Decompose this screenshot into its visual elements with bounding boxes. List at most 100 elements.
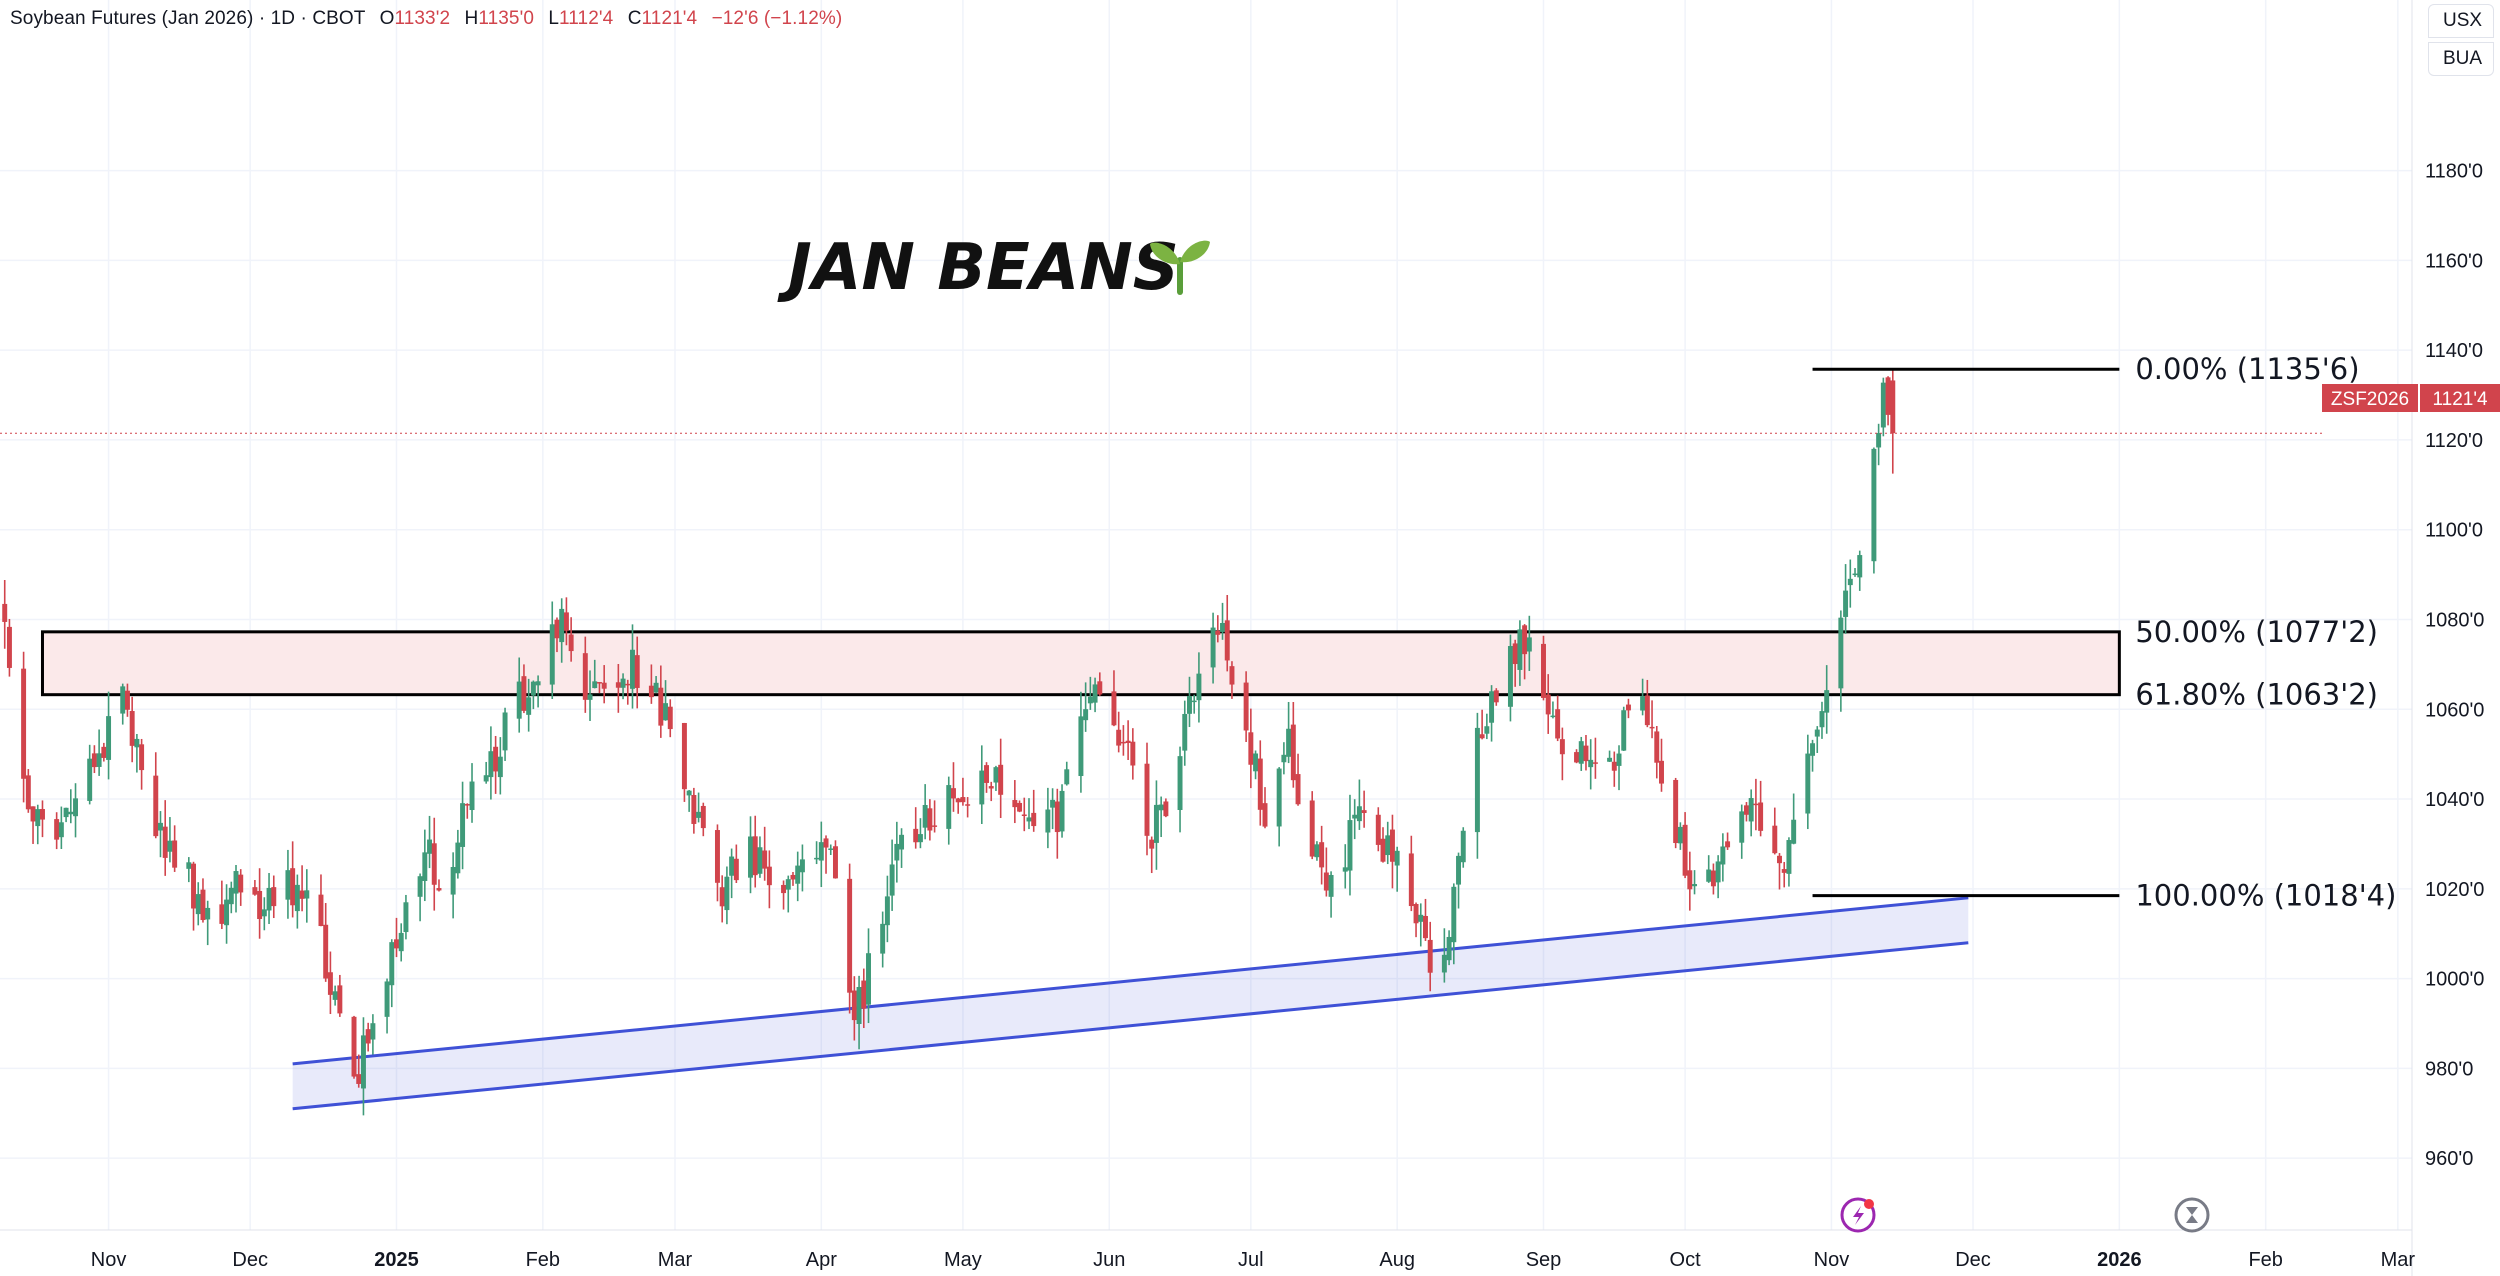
candle-body: [323, 924, 329, 979]
candle-up: [332, 985, 338, 1006]
candle-body: [729, 856, 735, 876]
legend-interval[interactable]: 1D: [270, 8, 296, 29]
candle-body: [1248, 732, 1254, 765]
candle-down: [1890, 369, 1896, 474]
legend-symbol[interactable]: Soybean Futures (Jan 2026): [10, 8, 254, 29]
hourglass-icon[interactable]: [2174, 1197, 2210, 1233]
candle-up: [814, 841, 820, 865]
legend-open-label: O: [379, 8, 395, 29]
candle-body: [2, 603, 8, 622]
candle-up: [1588, 739, 1594, 790]
candle-up: [427, 815, 433, 869]
candle-body: [790, 874, 796, 880]
candle-up: [370, 1014, 376, 1055]
candle-down: [615, 663, 621, 713]
candle-body: [1427, 939, 1433, 973]
candle-body: [1441, 954, 1447, 973]
candle-down: [733, 844, 739, 884]
candle-down: [1012, 780, 1018, 824]
currency-button[interactable]: USX: [2428, 4, 2494, 38]
candle-down: [327, 951, 333, 1015]
lightning-icon[interactable]: [1840, 1197, 1876, 1233]
candle-down: [252, 880, 258, 896]
candle-down: [1559, 727, 1565, 781]
candle-up: [417, 873, 423, 922]
candle-body: [200, 889, 206, 921]
candle-body: [327, 972, 333, 995]
candle-body: [1380, 838, 1386, 862]
candle-body: [1323, 872, 1329, 891]
candle-body: [332, 991, 338, 1000]
candle-body: [493, 746, 499, 772]
candle-up: [516, 657, 522, 733]
candle-body: [1857, 555, 1863, 578]
candle-down: [351, 1015, 357, 1079]
candle-body: [1120, 741, 1126, 744]
candle-body: [370, 1023, 376, 1040]
candle-up: [856, 975, 862, 1050]
x-tick-label: Aug: [1379, 1249, 1415, 1271]
candle-body: [1493, 690, 1499, 703]
candle-body: [1460, 830, 1466, 863]
candle-body: [1262, 803, 1268, 827]
candle-body: [1031, 812, 1037, 827]
candle-body: [1328, 874, 1334, 897]
x-tick-label: Dec: [1955, 1249, 1991, 1271]
candle-up: [1621, 706, 1627, 752]
candle-up: [1418, 903, 1424, 947]
candle-down: [719, 875, 725, 923]
candle-body: [30, 806, 36, 822]
candle-body: [615, 682, 621, 688]
unit-button[interactable]: BUA: [2428, 42, 2494, 76]
candle-down: [436, 879, 442, 892]
y-tick-label: 1120'0: [2425, 430, 2483, 452]
candle-down: [634, 636, 640, 709]
candle-down: [1654, 726, 1660, 779]
y-tick-label: 1060'0: [2425, 699, 2484, 721]
candle-body: [625, 683, 631, 686]
candle-body: [766, 866, 772, 886]
candle-down: [30, 806, 36, 844]
candle-down: [1583, 735, 1589, 771]
candle-up: [1456, 852, 1462, 909]
candle-down: [1257, 740, 1263, 826]
candle-down: [1644, 679, 1650, 728]
candle-body: [436, 888, 442, 891]
candle-up: [663, 680, 669, 721]
y-tick-label: 1040'0: [2425, 789, 2484, 811]
candle-up: [1843, 564, 1849, 634]
candle-down: [1295, 753, 1301, 806]
candle-body: [1281, 754, 1287, 763]
x-tick-label: Jul: [1238, 1249, 1264, 1271]
candle-down: [1290, 702, 1296, 788]
candle-body: [497, 756, 503, 778]
candle-body: [582, 653, 588, 700]
candle-down: [913, 807, 919, 849]
candle-down: [1054, 788, 1060, 859]
fib-label: 50.00% (1077'2): [2135, 615, 2378, 649]
resistance-zone-box: [40, 630, 2121, 697]
candle-body: [1130, 741, 1136, 766]
candle-down: [54, 812, 60, 850]
candle-up: [497, 737, 503, 795]
candle-up: [1640, 678, 1646, 716]
candle-down: [139, 738, 145, 790]
resistance-zone: [40, 630, 2121, 697]
candle-up: [1517, 620, 1523, 686]
candle-body: [1276, 768, 1282, 827]
candle-down: [568, 617, 574, 662]
candle-body: [195, 894, 201, 915]
candle-up: [530, 680, 536, 710]
x-tick-label: Jun: [1093, 1249, 1125, 1271]
candle-body: [35, 809, 41, 827]
candle-body: [1758, 802, 1764, 831]
candle-up: [917, 818, 923, 849]
candle-up: [1677, 822, 1683, 850]
candle-body: [1522, 625, 1528, 655]
candle-body: [965, 804, 971, 806]
candle-body: [1342, 867, 1348, 872]
candle-body: [1125, 740, 1131, 743]
candle-up: [294, 874, 300, 929]
candle-up: [1328, 871, 1334, 918]
